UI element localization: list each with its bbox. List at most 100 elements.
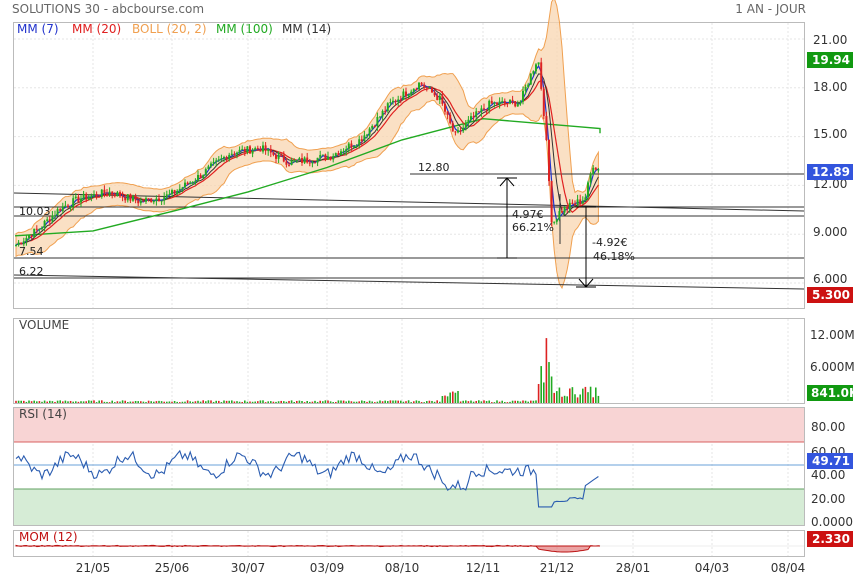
volume-bar [181,401,184,403]
candle-body [254,148,257,151]
volume-bar [25,401,28,403]
volume-bar [381,401,384,403]
candle-body [43,220,46,228]
volume-bar [124,400,126,403]
candle-body [308,162,311,164]
candle-body [485,109,488,111]
candle-body [522,90,524,102]
volume-bar [231,400,233,403]
volume-bar [75,401,77,403]
candle-body [537,62,540,65]
candle-body [511,99,514,102]
legend-mm100: MM (100) [216,22,273,36]
x-tick-label: 21/05 [76,561,111,575]
candle-body [332,156,335,160]
volume-bar [199,401,202,403]
rsi-line [15,449,599,508]
volume-bar [210,400,212,403]
candle-body [519,101,522,104]
volume-bar [405,401,407,403]
volume-bar [176,401,178,403]
volume-bar [288,400,290,403]
candle-body [509,99,511,104]
volume-bar [470,400,472,403]
volume-bar [145,402,147,403]
volume-bar [298,400,301,403]
candle-body [386,103,389,112]
volume-bar [548,362,550,403]
volume-bar [314,400,316,403]
volume-bar [215,400,217,403]
candle-body [100,189,103,197]
legend-boll: BOLL (20, 2) [132,22,207,36]
candle-body [129,194,132,201]
candle-body [210,163,212,167]
volume-bar [251,401,254,403]
candle-body [587,182,589,198]
candle-body [103,189,106,194]
candle-body [483,108,485,110]
volume-bar [553,392,555,403]
candle-body [462,127,465,132]
volume-bar [563,395,566,403]
candle-body [535,64,537,72]
volume-bar [121,400,124,403]
volume-bar [459,401,462,403]
volume-bar [576,397,579,403]
volume-bar [397,400,399,403]
volume-bar [220,402,223,403]
period-label[interactable]: 1 AN - JOUR [735,2,806,16]
candle-body [350,143,353,148]
candle-body [532,71,535,74]
candle-body [259,148,262,152]
candle-body [186,182,189,185]
volume-bar [379,400,381,403]
x-tick-label: 08/04 [771,561,806,575]
candle-body [275,154,277,159]
candle-body [457,130,459,133]
candle-body [111,191,114,195]
candle-body [243,148,246,153]
volume-bar [376,401,379,403]
move-down-pct: 46.18% [593,250,635,263]
candle-body [321,154,324,156]
volume-bar [280,400,282,403]
price-badges: 19.94 12.89 5.300 [807,52,853,303]
candle-body [134,196,137,201]
volume-bar [535,400,537,403]
volume-bar [462,400,464,403]
volume-bar [522,400,524,403]
volume-bar [150,401,152,403]
candle-body [191,182,194,184]
candle-body [106,193,108,195]
candle-body [433,92,436,96]
candle-body [576,199,579,205]
candle-body [314,162,316,164]
candle-body [327,156,329,160]
volume-bar [77,401,80,403]
candle-body [22,241,25,245]
volume-bar [249,401,251,403]
candle-body [20,242,23,245]
volume-axis: 12.00M 6.000M 841.0K [807,328,855,401]
volume-bar [543,382,545,403]
rsi-axis-tick: 80.00 [811,420,845,434]
volume-bar [69,400,72,403]
candle-body [459,130,462,132]
volume-bar [524,400,527,403]
x-tick-label: 30/07 [231,561,266,575]
volume-bar [147,400,150,403]
volume-bar [106,401,108,403]
volume-bar [475,401,477,403]
volume-bar [246,401,249,403]
volume-bar [574,394,576,403]
volume-axis-tick: 6.000M [810,360,855,374]
candle-body [337,153,340,156]
volume-bar [277,401,280,403]
volume-bar [267,401,269,403]
volume-bar [472,401,475,403]
candle-body [480,108,483,113]
volume-bar [23,400,25,403]
candle-body [95,193,98,197]
candle-body [407,94,410,97]
